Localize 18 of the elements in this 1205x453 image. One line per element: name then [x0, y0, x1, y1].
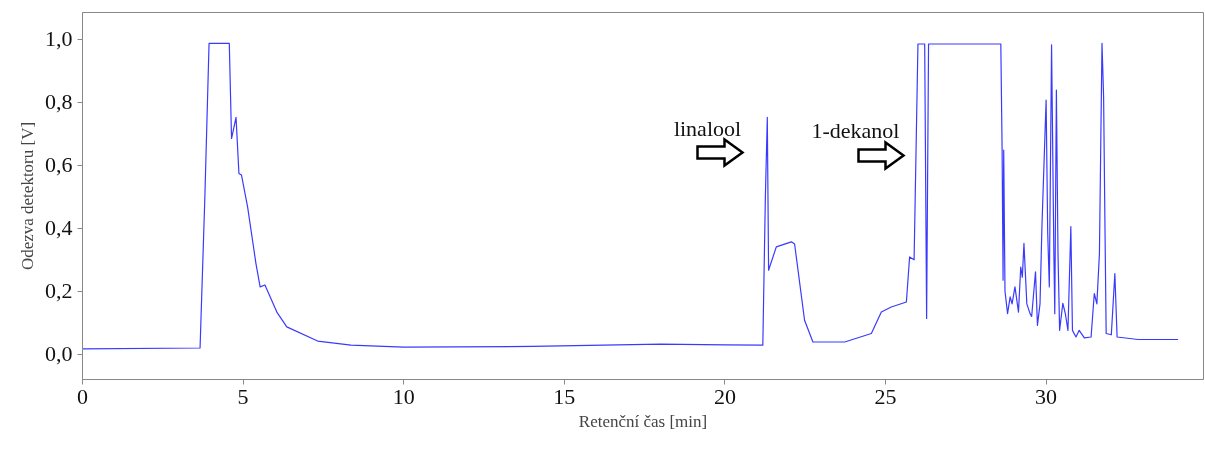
x-tick-label: 0	[77, 383, 88, 409]
y-tick-label: 1,0	[45, 26, 73, 52]
y-tick-label: 0,8	[45, 89, 73, 115]
y-tick-label: 0,4	[45, 215, 73, 241]
y-tick-label: 0,2	[45, 278, 73, 304]
y-tick-label: 0,6	[45, 152, 73, 178]
y-axis-title: Odezva detektoru [V]	[18, 121, 37, 271]
x-tick-label: 25	[874, 383, 897, 409]
x-tick-label: 10	[392, 383, 415, 409]
x-tick-label: 20	[713, 383, 736, 409]
x-tick-label: 15	[553, 383, 576, 409]
line-series	[82, 42, 1179, 350]
annotation: linalool	[673, 116, 742, 141]
y-tick-label: 0,0	[45, 341, 73, 367]
x-tick-label: 30	[1035, 383, 1058, 409]
x-tick-label: 5	[237, 383, 249, 409]
x-axis-title: Retenční čas [min]	[578, 411, 708, 431]
annotation: 1-dekanol	[811, 118, 900, 143]
